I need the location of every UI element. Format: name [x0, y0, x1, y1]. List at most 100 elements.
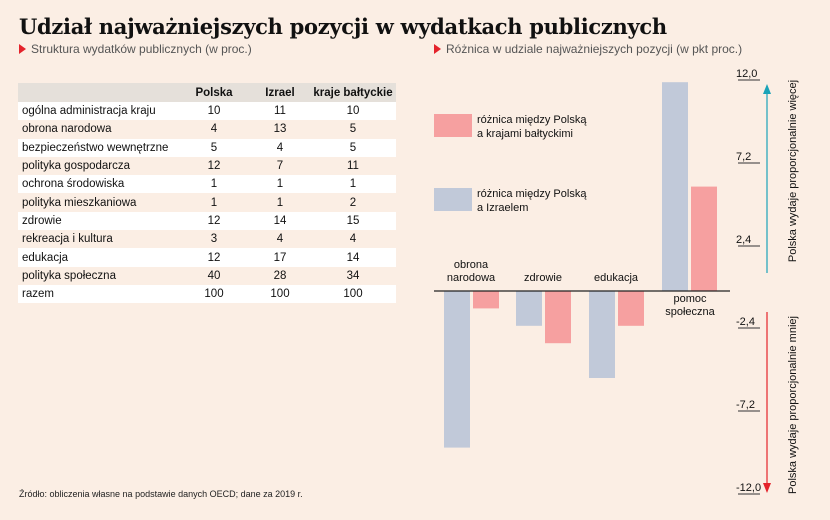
source-note: Źródło: obliczenia własne na podstawie d… — [19, 489, 303, 499]
table-cell: 10 — [178, 102, 250, 121]
table-row: bezpieczeństwo wewnętrzne 5 4 5 — [18, 138, 396, 157]
axis-up-label: Polska wydaje proporcjonalnie więcej — [787, 80, 799, 262]
y-tick-label: -2,4 — [736, 316, 755, 328]
table-cell: 1 — [310, 175, 396, 194]
bar-israel — [516, 291, 542, 326]
category-label: pomoc — [673, 293, 707, 305]
left-subtitle: Struktura wydatków publicznych (w proc.) — [19, 42, 252, 56]
table-row: zdrowie 12 14 15 — [18, 211, 396, 231]
table-cell: 2 — [349, 196, 357, 209]
table-row-label: zdrowie — [18, 211, 178, 231]
bar-baltic — [545, 291, 571, 344]
y-tick-label: 12,0 — [736, 68, 757, 80]
red-triangle-icon — [434, 44, 441, 54]
bar-baltic — [473, 291, 499, 309]
y-tick-label: -12,0 — [736, 482, 761, 494]
table-cell: 7 — [276, 160, 284, 173]
right-subtitle: Różnica w udziale najważniejszych pozycj… — [434, 42, 742, 56]
category-label: edukacja — [594, 272, 639, 284]
table-row: rekreacja i kultura 3 4 4 — [18, 230, 396, 248]
table-row: polityka społeczna 40 28 34 — [18, 267, 396, 285]
table-cell: 1 — [276, 196, 284, 209]
table-row-label: rekreacja i kultura — [22, 233, 113, 246]
table-row-label: ochrona środowiska — [18, 175, 178, 194]
table-row-label: obrona narodowa — [22, 123, 112, 136]
table-cell: 5 — [349, 123, 357, 136]
table-cell: 28 — [273, 269, 287, 282]
legend-label: różnica między Polską — [477, 188, 587, 200]
table-cell: 4 — [210, 123, 218, 136]
table-cell: 100 — [250, 284, 310, 304]
bar-israel — [444, 291, 470, 448]
table-cell: 15 — [310, 211, 396, 231]
y-tick-label: 7,2 — [736, 151, 751, 163]
table-row-label: ogólna administracja kraju — [18, 102, 178, 121]
category-label: narodowa — [447, 272, 496, 284]
category-label: zdrowie — [524, 272, 562, 284]
table-cell: 11 — [347, 160, 359, 173]
table-row-label: edukacja — [18, 248, 178, 267]
y-tick-label: 2,4 — [736, 234, 751, 246]
bar-israel — [589, 291, 615, 378]
table-row-label: bezpieczeństwo wewnętrzne — [18, 138, 178, 157]
table-cell: 1 — [210, 196, 218, 209]
legend-label: a krajami bałtyckimi — [477, 128, 573, 140]
legend-swatch — [434, 114, 472, 137]
page-title: Udział najważniejszych pozycji w wydatka… — [19, 14, 667, 39]
left-subtitle-text: Struktura wydatków publicznych (w proc.) — [31, 42, 252, 56]
table-header-cell — [18, 83, 178, 102]
category-label: obrona — [454, 259, 489, 271]
table-row: edukacja 12 17 14 — [18, 248, 396, 267]
table-row: polityka mieszkaniowa 1 1 2 — [18, 193, 396, 211]
table-cell: 12 — [178, 248, 250, 267]
table-row-label: razem — [18, 284, 178, 304]
y-tick-label: -7,2 — [736, 399, 755, 411]
down-arrow-icon — [763, 483, 771, 493]
table-row: ochrona środowiska 1 1 1 — [18, 175, 396, 194]
legend-label: różnica między Polską — [477, 114, 587, 126]
category-label: społeczna — [665, 306, 715, 318]
table-cell: 12 — [178, 211, 250, 231]
table-row: razem 100 100 100 — [18, 284, 396, 304]
table-header-cell: Polska — [178, 83, 250, 102]
table-cell: 5 — [178, 138, 250, 157]
table-cell: 4 — [349, 233, 357, 246]
legend-label: a Izraelem — [477, 202, 528, 214]
table-row: obrona narodowa 4 13 5 — [18, 120, 396, 138]
right-subtitle-text: Różnica w udziale najważniejszych pozycj… — [446, 42, 743, 56]
table-cell: 12 — [207, 160, 221, 173]
table-row-label: polityka gospodarcza — [22, 160, 131, 173]
table-cell: 4 — [250, 138, 310, 157]
bar-baltic — [691, 186, 717, 291]
table-cell: 11 — [250, 102, 310, 121]
table-cell: 13 — [273, 123, 287, 136]
bar-baltic — [618, 291, 644, 326]
red-triangle-icon — [19, 44, 26, 54]
table-row-label: polityka mieszkaniowa — [22, 196, 137, 209]
table-cell: 40 — [207, 269, 221, 282]
table-row: ogólna administracja kraju 10 11 10 — [18, 102, 396, 121]
table-cell: 4 — [276, 233, 284, 246]
table-cell: 17 — [250, 248, 310, 267]
table-cell: 1 — [250, 175, 310, 194]
table-cell: 1 — [178, 175, 250, 194]
table-cell: 5 — [310, 138, 396, 157]
table-cell: 14 — [310, 248, 396, 267]
table-row-label: polityka społeczna — [22, 269, 116, 282]
table-cell: 100 — [178, 284, 250, 304]
table-cell: 100 — [310, 284, 396, 304]
legend-swatch — [434, 188, 472, 211]
bar-israel — [662, 82, 688, 291]
table-header-cell: Izrael — [250, 83, 310, 102]
table-row: polityka gospodarcza 12 7 11 — [18, 157, 396, 175]
up-arrow-icon — [763, 84, 771, 94]
table-header-cell: kraje bałtyckie — [310, 83, 396, 102]
table-cell: 34 — [346, 269, 360, 282]
spending-table: Polska Izrael kraje bałtyckie ogólna admin… — [18, 83, 396, 304]
table-cell: 14 — [250, 211, 310, 231]
axis-down-label: Polska wydaje proporcjonalnie mniej — [787, 316, 799, 494]
table-header-row: Polska Izrael kraje bałtyckie — [18, 83, 396, 102]
table-cell: 3 — [210, 233, 218, 246]
table-cell: 10 — [310, 102, 396, 121]
